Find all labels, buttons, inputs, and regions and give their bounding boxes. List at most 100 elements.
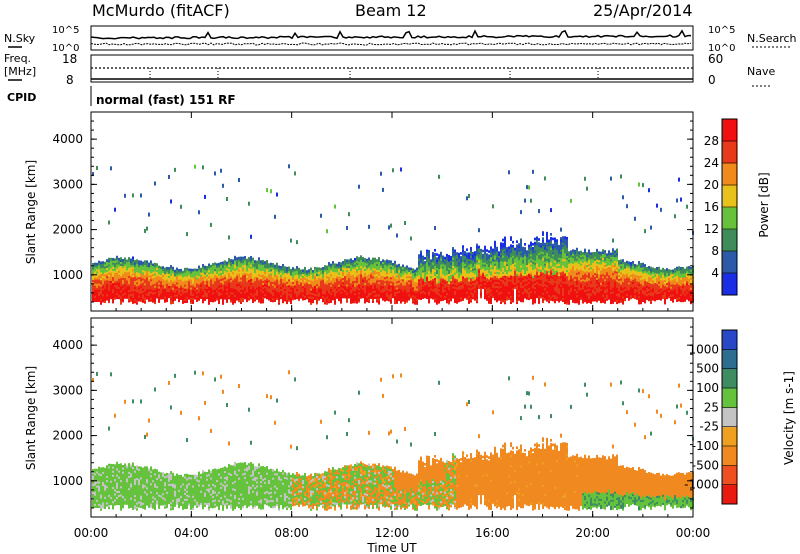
power-cell	[318, 291, 320, 295]
power-cell	[444, 297, 446, 301]
power-cell	[346, 261, 348, 265]
power-cell	[466, 268, 468, 272]
power-cell	[448, 289, 450, 293]
power-cell	[518, 249, 520, 252]
power-cell	[220, 266, 222, 269]
power-cell	[220, 286, 222, 290]
power-cell	[168, 273, 170, 276]
power-cell	[548, 268, 550, 271]
power-cell	[360, 273, 362, 277]
power-cell	[228, 272, 230, 275]
power-cell	[206, 274, 208, 277]
power-cell	[476, 259, 478, 263]
power-cell	[120, 275, 122, 279]
power-cell	[440, 276, 442, 279]
power-cell	[450, 276, 452, 279]
power-cell	[172, 283, 174, 286]
power-cell	[228, 290, 230, 294]
power-cell	[492, 283, 494, 286]
power-cell	[504, 285, 506, 289]
power-cell	[480, 277, 482, 281]
power-cell	[530, 290, 532, 294]
power-cell	[170, 289, 172, 293]
power-cell	[144, 264, 146, 268]
power-cell	[368, 296, 370, 299]
power-cell	[532, 295, 534, 299]
power-cell	[528, 293, 530, 297]
power-cell	[102, 285, 104, 289]
power-cell	[242, 262, 244, 266]
power-cell	[204, 288, 206, 291]
power-cell	[372, 296, 374, 299]
power-cell	[298, 292, 300, 295]
power-cell	[164, 285, 166, 289]
power-cell	[278, 289, 280, 293]
power-cell	[538, 276, 540, 280]
power-cell	[236, 295, 238, 299]
power-cell	[248, 291, 250, 295]
power-cell	[424, 263, 426, 266]
power-cell	[196, 276, 198, 280]
power-cell	[136, 277, 138, 281]
power-cell	[320, 273, 322, 277]
power-cell	[448, 271, 450, 274]
power-cell	[208, 285, 210, 289]
power-cell	[384, 272, 386, 276]
power-cell	[146, 292, 148, 296]
power-cell	[420, 260, 422, 264]
power-cell	[104, 265, 106, 269]
power-cell	[444, 295, 446, 299]
power-cell	[364, 278, 366, 282]
power-cell	[352, 270, 354, 273]
power-cell	[436, 295, 438, 299]
power-cell	[424, 269, 426, 272]
power-cell	[214, 282, 216, 286]
power-cell	[412, 278, 414, 282]
power-cell	[540, 269, 542, 272]
power-cell	[384, 288, 386, 292]
power-cell	[206, 282, 208, 285]
power-cell	[354, 272, 356, 275]
power-cell	[494, 261, 496, 264]
power-cell	[236, 297, 238, 301]
power-cell	[170, 295, 172, 299]
power-cell	[516, 277, 518, 280]
power-cell	[238, 256, 240, 260]
power-cell	[368, 263, 370, 267]
power-cell	[94, 295, 96, 298]
power-cell	[250, 278, 252, 281]
power-cell	[322, 267, 324, 270]
power-cell	[104, 282, 106, 285]
power-cell	[226, 265, 228, 269]
power-cell	[268, 271, 270, 275]
power-cell	[454, 280, 456, 283]
power-cell	[284, 268, 286, 271]
power-cell	[498, 273, 500, 277]
power-cell	[534, 284, 536, 288]
power-cell	[492, 285, 494, 288]
power-cell	[204, 271, 206, 275]
power-cell	[482, 253, 484, 257]
power-cell	[100, 289, 102, 293]
power-cell	[210, 293, 212, 296]
power-cell	[530, 294, 532, 298]
power-cell	[544, 265, 546, 268]
power-cell	[272, 265, 274, 268]
power-cell	[326, 269, 328, 273]
power-cell	[528, 297, 530, 301]
power-cell	[178, 291, 180, 295]
power-cell	[256, 260, 258, 264]
power-cell	[352, 294, 354, 298]
power-cell	[232, 271, 234, 275]
power-cell	[162, 268, 164, 271]
power-cell	[130, 287, 132, 290]
power-cell	[476, 274, 478, 277]
power-cell	[508, 297, 510, 300]
power-cell	[486, 263, 488, 267]
power-cell	[276, 262, 278, 266]
power-cell	[216, 271, 218, 275]
power-cell	[196, 272, 198, 276]
power-cell	[550, 281, 552, 285]
power-cell	[154, 266, 156, 270]
power-cell	[344, 283, 346, 287]
